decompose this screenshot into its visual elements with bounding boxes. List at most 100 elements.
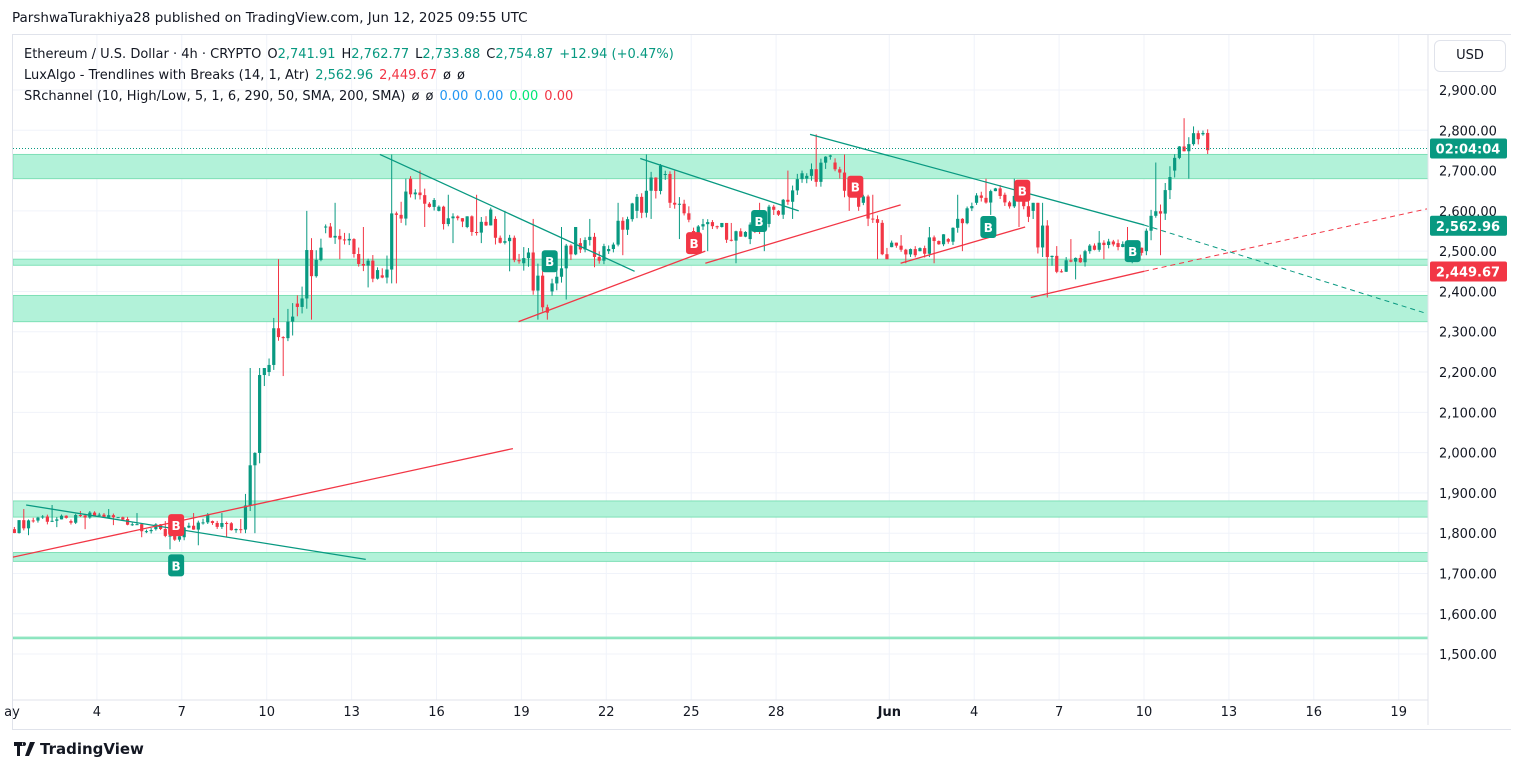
candle-body: [1045, 225, 1049, 258]
candle-body: [800, 173, 804, 180]
candle-body: [267, 364, 271, 373]
candle-body: [474, 231, 479, 233]
candle-body: [894, 242, 898, 246]
candle-body: [555, 276, 559, 284]
price-tick-label: 2,200.00: [1439, 366, 1497, 381]
candle-body: [17, 520, 21, 534]
candle-body: [357, 254, 361, 264]
indicator-value: ø: [443, 68, 451, 83]
publish-info: ParshwaTurakhiya28 published on TradingV…: [12, 10, 528, 26]
candle-body: [786, 199, 790, 202]
candle-body: [503, 241, 507, 243]
price-tick-label: 2,100.00: [1439, 406, 1497, 421]
candle-body: [531, 252, 535, 291]
candle-body: [941, 234, 946, 245]
price-tick-label: 1,800.00: [1439, 527, 1497, 542]
candle-body: [201, 522, 205, 524]
bear-break-badge: [847, 175, 864, 198]
candle-body: [908, 249, 913, 255]
bull-break-badge: [1124, 240, 1141, 263]
resistance-trendline: [809, 133, 1145, 226]
candle-body: [324, 226, 328, 228]
candle-body: [772, 206, 776, 210]
candle-body: [281, 337, 285, 339]
candle-body: [776, 210, 781, 215]
candle-body: [276, 328, 281, 338]
high-value: 2,762.77: [351, 47, 410, 62]
candle-body: [55, 519, 59, 521]
low-label: L: [415, 47, 423, 62]
candle-body: [682, 203, 686, 214]
candle-body: [191, 525, 196, 530]
candle-body: [791, 190, 795, 202]
candle-body: [734, 231, 738, 241]
candle-body: [97, 514, 101, 516]
candle-body: [1140, 247, 1144, 253]
indicator-title[interactable]: LuxAlgo - Trendlines with Breaks (14, 1,…: [24, 68, 310, 83]
candle-body: [1158, 211, 1163, 214]
candle-body: [74, 515, 78, 523]
candle-body: [970, 206, 974, 209]
symbol-title[interactable]: Ethereum / U.S. Dollar · 4h · CRYPTO: [24, 47, 262, 62]
candle-body: [932, 237, 936, 242]
candle-body: [1069, 260, 1073, 262]
candle-body: [291, 316, 295, 322]
candle-body: [946, 239, 950, 242]
candle-body: [993, 188, 998, 192]
candle-body: [739, 231, 743, 237]
candle-body: [493, 218, 498, 238]
candle-body: [621, 220, 625, 230]
candle-body: [965, 208, 969, 224]
candle-body: [668, 173, 672, 203]
candle-body: [536, 275, 540, 291]
candle-body: [309, 250, 314, 277]
candle-body: [1191, 133, 1196, 145]
candle-body: [833, 162, 837, 170]
candle-body: [748, 224, 752, 240]
candle-body: [404, 191, 408, 219]
chart-frame[interactable]: [12, 34, 1511, 730]
chart-legend: Ethereum / U.S. Dollar · 4h · CRYPTO O2,7…: [24, 44, 680, 107]
candle-body: [64, 515, 68, 518]
candle-body: [347, 238, 351, 241]
currency-button[interactable]: USD: [1434, 40, 1506, 72]
candle-body: [394, 213, 399, 215]
candle-body: [696, 226, 700, 237]
indicator-legend-srchannel: SRchannel (10, High/Low, 5, 1, 6, 290, 5…: [24, 86, 680, 107]
high-label: H: [341, 47, 352, 62]
candle-body: [607, 249, 611, 252]
candle-body: [828, 155, 832, 157]
bear-break-label: B: [172, 519, 181, 533]
candle-body: [951, 227, 955, 242]
indicator-price-label-bg: [1430, 261, 1507, 282]
candle-body: [456, 216, 460, 219]
candle-body: [559, 268, 564, 277]
candle-body: [144, 531, 149, 533]
candle-body: [196, 522, 200, 530]
candle-body: [1163, 190, 1167, 214]
candle-body: [1097, 242, 1101, 250]
tradingview-logo[interactable]: TradingView: [14, 740, 144, 758]
sr-zone: [13, 258, 1428, 266]
candle-body: [701, 224, 705, 227]
candle-body: [592, 236, 597, 258]
candle-body: [375, 270, 380, 279]
sr-zone: [13, 500, 1428, 518]
bull-break-label: B: [755, 215, 764, 229]
bull-break-label: B: [172, 559, 181, 573]
candle-body: [399, 214, 403, 219]
time-tick-label: 16: [428, 705, 445, 720]
candle-body: [262, 368, 266, 376]
time-tick-label: 10: [258, 705, 275, 720]
symbol-legend: Ethereum / U.S. Dollar · 4h · CRYPTO O2,7…: [24, 44, 680, 65]
candle-body: [729, 239, 733, 241]
candle-body: [220, 523, 224, 527]
candle-body: [371, 260, 375, 279]
bull-break-badge: [541, 250, 558, 273]
candle-body: [210, 521, 215, 523]
candle-body: [861, 196, 865, 203]
indicator-value: ø: [411, 89, 420, 104]
candle-body: [1177, 146, 1181, 158]
indicator-title[interactable]: SRchannel (10, High/Low, 5, 1, 6, 290, 5…: [24, 89, 406, 104]
